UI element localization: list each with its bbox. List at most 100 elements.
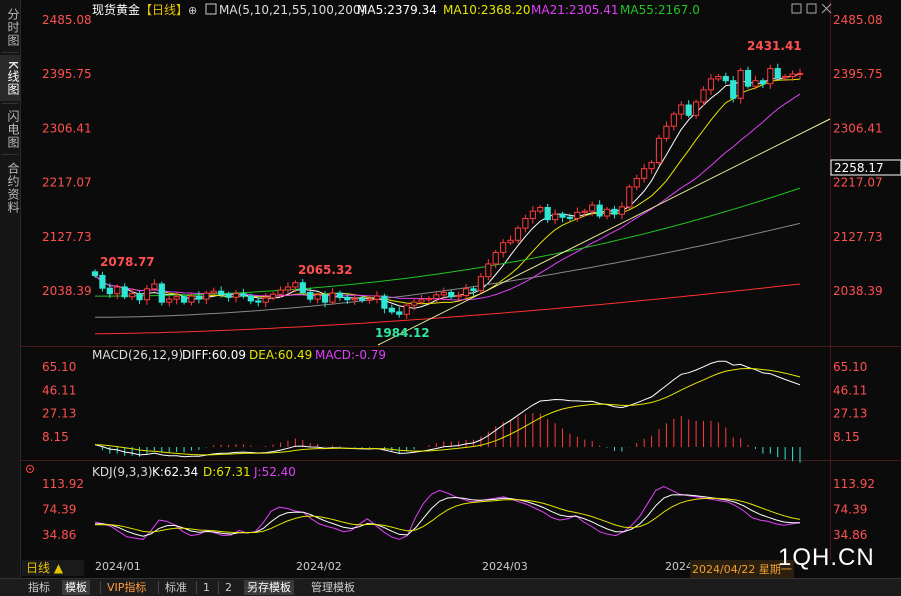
kdj-j-line xyxy=(94,485,801,540)
kdj-marker-icon[interactable] xyxy=(26,465,34,473)
sidebar-tab-time[interactable]: 分时图 xyxy=(6,7,20,47)
x-axis-label: 2024/02 xyxy=(296,560,342,573)
macd-y-tick-right: 8.15 xyxy=(833,430,860,444)
trend-line xyxy=(377,118,831,346)
candle-body xyxy=(433,294,440,300)
candle-body xyxy=(195,295,202,300)
kdj-y-tick-left: 34.86 xyxy=(42,528,76,542)
ma21-legend: MA21:2305.41 xyxy=(531,3,619,17)
macd-diff-legend: DIFF:60.09 xyxy=(182,348,246,362)
candle-body xyxy=(737,69,744,99)
kdj-j-legend: J:52.40 xyxy=(253,465,296,479)
window-controls[interactable] xyxy=(791,3,832,14)
candles xyxy=(91,63,804,319)
candle-body xyxy=(232,293,240,298)
tab-standard[interactable]: 标准 xyxy=(165,581,187,594)
candle-body xyxy=(796,72,804,75)
restore-icon[interactable] xyxy=(806,3,817,14)
y-tick-label-right: 2306.41 xyxy=(833,121,883,135)
period-selector[interactable]: 日线 ▲ xyxy=(22,560,84,576)
kdj-y-tick-left: 74.39 xyxy=(42,503,76,517)
price-annotation-label: 2065.32 xyxy=(298,263,353,277)
sidebar-tab-contract[interactable]: 合约资料 xyxy=(6,162,20,214)
y-tick-label-right: 2217.07 xyxy=(833,176,883,190)
price-tag-value: 2258.17 xyxy=(834,161,884,175)
candle-body xyxy=(774,68,781,79)
candle-body xyxy=(477,276,484,292)
candle-body xyxy=(166,298,173,303)
candle-body xyxy=(455,294,462,298)
y-tick-label-right: 2395.75 xyxy=(833,67,883,81)
candle-body xyxy=(544,207,551,221)
candle-body xyxy=(129,293,136,298)
candle-body xyxy=(552,213,559,221)
candle-body xyxy=(284,286,292,291)
candle-body xyxy=(299,282,306,293)
settings-icon[interactable]: ⊕ xyxy=(188,4,197,17)
sidebar-divider xyxy=(2,52,18,53)
candle-body xyxy=(247,295,254,302)
candle-body xyxy=(351,298,358,301)
tab-indicator[interactable]: 指标 xyxy=(28,581,50,594)
candle-body xyxy=(670,113,677,127)
candle-body xyxy=(663,125,670,139)
macd-y-tick-left: 46.11 xyxy=(42,383,76,397)
candle-body xyxy=(715,75,722,80)
y-tick-label-left: 2038.39 xyxy=(42,284,92,298)
candle-body xyxy=(596,204,603,217)
kdj-d-legend: D:67.31 xyxy=(203,465,251,479)
sidebar-tab-flash[interactable]: 闪电图 xyxy=(6,109,20,149)
main-y-axis: 2485.08 2485.08 2395.75 2395.75 2306.41 2306.… xyxy=(42,13,883,298)
tab-vip-indicator[interactable]: VIP指标 xyxy=(107,581,147,594)
candle-body xyxy=(114,286,121,295)
y-tick-label-left: 2485.08 xyxy=(42,13,92,27)
y-tick-label-left: 2217.07 xyxy=(42,176,92,190)
kdj-panel: 113.92 113.92 74.39 74.39 34.86 34.86 xyxy=(42,477,875,542)
candle-body xyxy=(470,288,477,292)
tab-template-1[interactable]: 1 xyxy=(203,581,210,594)
kdj-d-line xyxy=(94,497,801,533)
macd-dea-legend: DEA:60.49 xyxy=(249,348,312,362)
chart-area[interactable]: 现货黄金 【日线】 ⊕ MA(5,10,21,55,100,200) MA5:2… xyxy=(20,0,901,578)
bottom-toolbar: 指标 模板 VIP指标 标准 1 2 另存模板 管理模板 xyxy=(0,578,901,596)
candle-body xyxy=(566,216,574,219)
candle-body xyxy=(581,210,588,213)
candle-body xyxy=(744,69,752,87)
toolbar-divider xyxy=(218,581,219,594)
y-tick-label-left: 2395.75 xyxy=(42,67,92,81)
indicator-toggle-icon[interactable] xyxy=(205,3,217,15)
candle-body xyxy=(633,177,640,188)
candle-body xyxy=(722,75,729,82)
candle-body xyxy=(759,80,766,85)
ma-lines xyxy=(94,73,831,346)
kdj-k-legend: K:62.34 xyxy=(152,465,198,479)
ma5-line xyxy=(94,73,801,309)
x-axis-labels: 2024/01 2024/02 2024/03 2024 xyxy=(95,560,693,573)
ma-legend-name: MA(5,10,21,55,100,200) xyxy=(219,3,365,17)
kdj-legend-name: KDJ(9,3,3) xyxy=(92,465,153,479)
ma5-legend: MA5:2379.34 xyxy=(357,3,437,17)
candle-body xyxy=(158,283,165,303)
manage-template-button[interactable]: 管理模板 xyxy=(311,581,355,594)
save-template-button[interactable]: 另存模板 xyxy=(244,580,294,595)
candle-body xyxy=(537,207,544,212)
candle-body xyxy=(373,295,381,300)
price-tag-box xyxy=(830,159,901,176)
candle-body xyxy=(507,239,514,244)
y-tick-label-right: 2127.73 xyxy=(833,230,883,244)
candle-body xyxy=(485,263,492,278)
candle-body xyxy=(655,137,663,164)
close-icon[interactable] xyxy=(821,3,832,14)
sidebar-tab-kline[interactable]: K线图 xyxy=(0,55,20,101)
tab-template[interactable]: 模板 xyxy=(62,580,90,595)
tab-template-2[interactable]: 2 xyxy=(225,581,232,594)
candle-body xyxy=(225,293,232,298)
chart-title: 现货黄金 xyxy=(92,2,140,17)
candle-body xyxy=(218,290,225,295)
minimize-icon[interactable] xyxy=(791,3,802,14)
candle-body xyxy=(789,73,796,77)
candle-body xyxy=(240,293,247,297)
candle-body xyxy=(329,292,336,303)
candle-body xyxy=(136,293,143,301)
y-tick-label-right: 2485.08 xyxy=(833,13,883,27)
